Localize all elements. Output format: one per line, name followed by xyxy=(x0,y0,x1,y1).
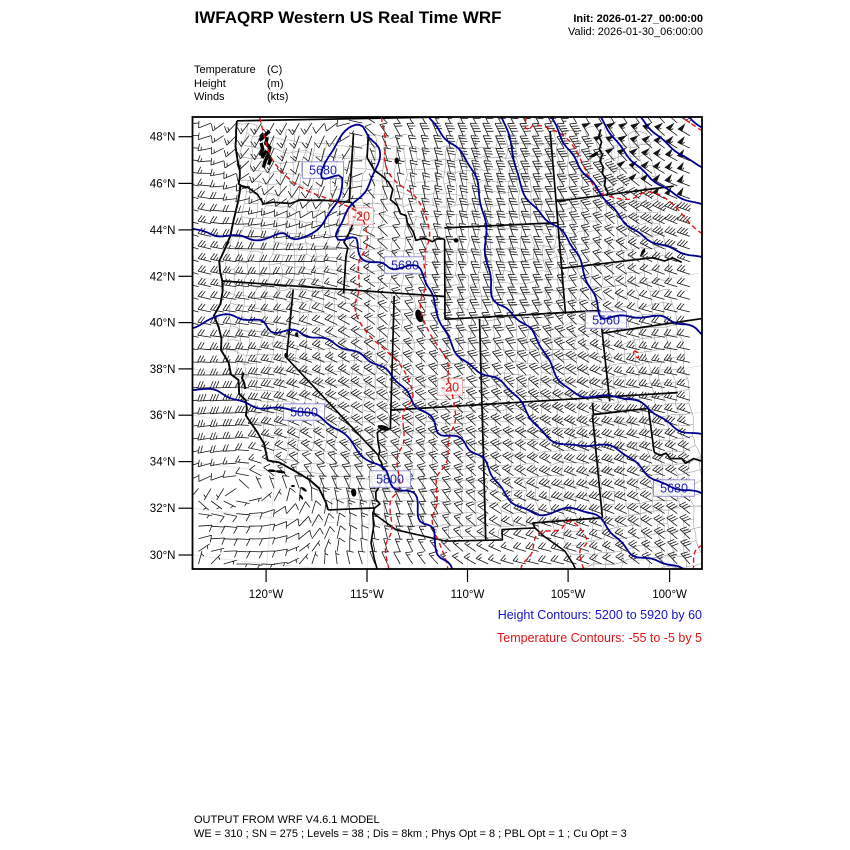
wind-barb-strokes xyxy=(192,117,693,569)
lon-tick-label: 120°W xyxy=(249,589,284,601)
temp-contour-line xyxy=(681,117,702,132)
state-border xyxy=(556,222,567,314)
temp-contour-line xyxy=(520,520,588,569)
lat-tick-label: 34°N xyxy=(150,457,176,469)
temp-contour-line xyxy=(633,350,640,360)
state-border xyxy=(532,516,603,529)
map-frame xyxy=(191,116,703,570)
height-contour-line xyxy=(688,117,702,129)
lake xyxy=(290,485,295,487)
valid-time: Valid: 2026-01-30_06:00:00 xyxy=(568,26,703,38)
legend-height-unit: (m) xyxy=(267,77,284,90)
graticule-lon xyxy=(609,117,671,569)
lake xyxy=(267,469,276,473)
height-contour-line xyxy=(550,117,702,259)
graticule-lat xyxy=(192,411,702,435)
height-contour-line xyxy=(600,117,702,206)
graticule-lat xyxy=(192,551,702,569)
legend-winds-name: Winds xyxy=(194,91,225,103)
lat-tick-label: 44°N xyxy=(150,225,176,237)
init-time: Init: 2026-01-27_00:00:00 xyxy=(573,13,703,25)
temperature-contours xyxy=(258,117,702,569)
legend-winds-unit: (kts) xyxy=(267,91,289,103)
field-legend: Temperature (C) Height (m) Winds (kts) xyxy=(194,64,288,105)
lon-tick-label: 105°W xyxy=(551,589,586,601)
graticule-lon xyxy=(459,117,468,569)
lat-tick-label: 46°N xyxy=(150,178,176,190)
lat-tick-label: 36°N xyxy=(150,410,176,422)
height-contour-line xyxy=(192,313,685,569)
height-contours-caption: Height Contours: 5200 to 5920 by 60 xyxy=(497,608,702,622)
puget-sound xyxy=(258,142,265,157)
lake xyxy=(299,494,304,500)
height-contour-line xyxy=(192,387,454,569)
state-border xyxy=(222,280,445,298)
height-contour-line xyxy=(428,117,702,436)
state-border xyxy=(653,451,702,465)
footer-namelist-line: WE = 310 ; SN = 275 ; Levels = 38 ; Dis … xyxy=(194,828,627,840)
state-border xyxy=(444,309,600,321)
state-border xyxy=(285,357,380,457)
temp-contour-line xyxy=(523,117,702,235)
state-border xyxy=(240,184,352,205)
lake xyxy=(453,238,459,243)
lat-tick-label: 48°N xyxy=(150,132,176,144)
legend-row-temperature: Temperature (C) xyxy=(194,64,288,78)
graticule-lon xyxy=(534,117,569,569)
legend-row-winds: Winds (kts) xyxy=(194,91,288,105)
canada-border xyxy=(236,117,489,122)
state-border xyxy=(481,410,487,541)
temp-contour-line xyxy=(380,117,457,569)
page-title: IWFAQRP Western US Real Time WRF xyxy=(194,8,502,27)
state-border xyxy=(597,129,609,197)
lon-tick-label: 110°W xyxy=(451,589,485,601)
legend-height-name: Height xyxy=(194,77,226,90)
coastline xyxy=(212,120,330,511)
lat-tick-label: 38°N xyxy=(150,364,176,376)
lon-tick-label: 100°W xyxy=(652,589,687,601)
axes: 48°N 46°N 44°N 42°N 40°N 38°N 36°N 34°N 32°N 30°N… xyxy=(150,132,687,601)
lake xyxy=(351,488,357,497)
height-contour-label: 5680 xyxy=(309,164,337,178)
legend-temperature-unit: (C) xyxy=(267,64,283,76)
state-border xyxy=(549,131,559,223)
sf-bay xyxy=(241,372,247,390)
legend-row-height: Height (m) xyxy=(194,78,288,92)
temp-contour-line xyxy=(258,117,414,569)
lat-tick-label: 42°N xyxy=(150,271,176,283)
wind-barb-pennants xyxy=(581,117,686,196)
temp-contour-line xyxy=(692,544,702,569)
lake xyxy=(377,425,390,431)
lat-tick-label: 32°N xyxy=(150,503,176,515)
state-border xyxy=(390,391,678,411)
state-border xyxy=(602,317,702,335)
height-contour-line xyxy=(192,123,702,495)
state-border xyxy=(601,333,611,402)
puget-sound xyxy=(260,149,268,159)
height-contour-line xyxy=(500,117,702,336)
height-contour-line xyxy=(640,117,702,169)
lat-tick-label: 40°N xyxy=(150,318,176,330)
footer-model-line: OUTPUT FROM WRF V4.6.1 MODEL xyxy=(194,814,380,826)
temperature-contours-caption: Temperature Contours: -55 to -5 by 5 xyxy=(497,631,702,645)
lat-tick-label: 30°N xyxy=(150,550,176,562)
lake xyxy=(275,470,286,474)
baja-coast xyxy=(370,512,378,569)
lon-tick-label: 115°W xyxy=(350,589,384,601)
height-contours xyxy=(192,117,702,569)
legend-temperature-name: Temperature xyxy=(194,64,256,76)
